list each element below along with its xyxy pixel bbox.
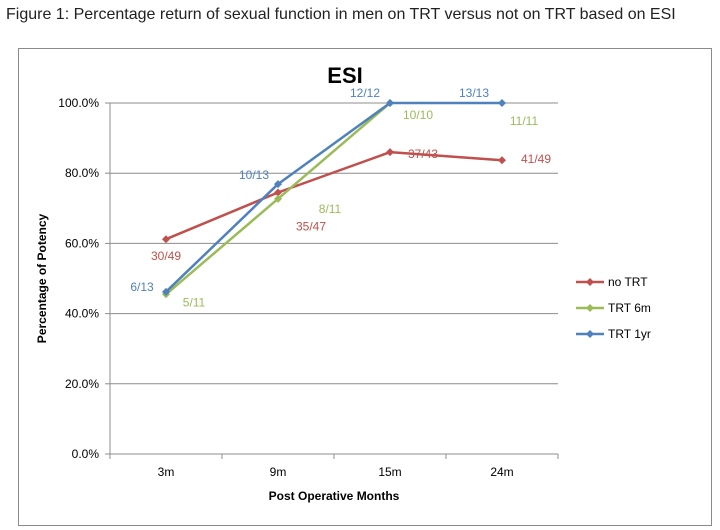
data-point-marker: [274, 188, 282, 197]
legend-entry-label: no TRT: [608, 275, 648, 289]
data-point-marker: [162, 287, 170, 296]
legend-swatch-marker: [586, 278, 594, 286]
y-tick-label: 100.0%: [58, 96, 99, 110]
legend-swatch-marker: [586, 304, 594, 312]
data-point-marker: [498, 99, 506, 107]
y-axis-title: Percentage of Potency: [35, 213, 49, 343]
series-line-0: [165, 150, 503, 241]
x-tick-label: 15m: [378, 465, 401, 479]
y-tick-label: 0.0%: [72, 447, 100, 461]
y-tick-label: 80.0%: [65, 166, 99, 180]
data-label: 11/11: [510, 114, 539, 128]
chart-frame: [18, 48, 712, 526]
series-line-2: [165, 101, 502, 293]
data-label: 37/43: [408, 147, 438, 161]
data-point-marker: [386, 148, 394, 157]
figure-caption: Figure 1: Percentage return of sexual fu…: [6, 6, 676, 23]
x-tick-label: 9m: [270, 465, 287, 479]
x-tick-label: 24m: [490, 465, 513, 479]
x-tick-label: 3m: [158, 465, 175, 479]
data-label: 41/49: [521, 152, 551, 166]
data-label: 35/47: [296, 220, 326, 234]
data-label: 5/11: [183, 295, 206, 309]
legend-entry-label: TRT 1yr: [608, 327, 651, 341]
data-point-marker: [162, 235, 170, 244]
y-tick-label: 20.0%: [65, 377, 99, 391]
x-axis-title: Post Operative Months: [269, 489, 400, 503]
data-label: 10/13: [239, 168, 269, 182]
y-tick-label: 60.0%: [65, 236, 99, 250]
y-tick-label: 40.0%: [65, 307, 99, 321]
data-label: 6/13: [130, 280, 154, 294]
data-label: 8/11: [319, 202, 342, 216]
data-label: 12/12: [350, 86, 380, 100]
data-point-marker: [274, 194, 282, 203]
data-point-marker: [498, 156, 506, 165]
legend-entry-label: TRT 6m: [608, 301, 651, 315]
chart-title: ESI: [327, 63, 362, 88]
data-label: 30/49: [151, 249, 181, 263]
data-point-marker: [386, 99, 394, 107]
legend-swatch-marker: [586, 330, 594, 338]
data-point-marker: [274, 180, 282, 189]
data-label: 10/10: [403, 108, 433, 122]
data-label: 13/13: [459, 86, 489, 100]
